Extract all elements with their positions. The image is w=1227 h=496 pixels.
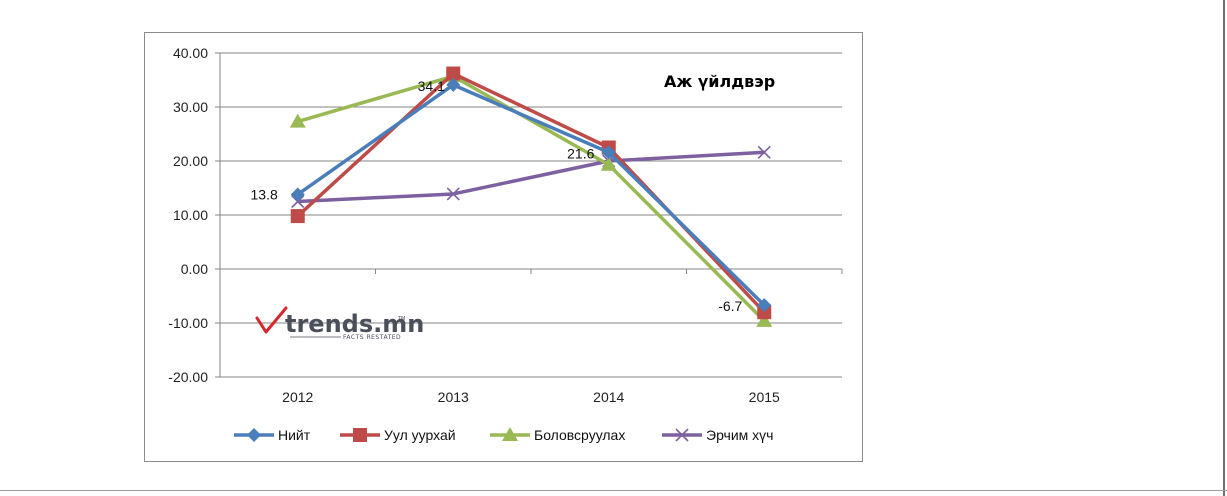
y-tick-label: -20.00	[168, 369, 208, 385]
series-point-stroke	[446, 187, 460, 201]
y-tick-label: 30.00	[173, 99, 208, 115]
trends-logo: trends.mn TM FACTS RESTATED	[255, 306, 424, 341]
y-tick-label: 10.00	[173, 207, 208, 223]
series-layer	[289, 66, 773, 327]
logo-text: trends.mn	[285, 310, 424, 338]
series-point	[757, 145, 771, 159]
logo-tagline: FACTS RESTATED	[343, 334, 401, 341]
series-point	[756, 312, 773, 327]
series-point	[446, 66, 461, 81]
series-point-stroke	[291, 194, 305, 209]
series-line	[296, 83, 766, 307]
series-1	[290, 66, 772, 320]
series-point	[289, 113, 306, 128]
legend-label: Боловсруулах	[534, 427, 625, 443]
series-line	[296, 71, 766, 314]
window-edge	[1223, 0, 1225, 496]
data-label: 13.8	[251, 186, 278, 202]
x-tick-label: 2014	[593, 389, 624, 405]
series-point	[601, 145, 616, 160]
series-point	[291, 194, 305, 209]
y-tick-label: 0.00	[181, 261, 208, 277]
legend-item: Боловсруулах	[490, 427, 625, 443]
series-point	[247, 428, 261, 442]
series-point-stroke	[675, 428, 689, 442]
series-point	[290, 209, 305, 224]
series-point	[353, 428, 367, 442]
legend-item: Эрчим хүч	[662, 427, 773, 443]
bottom-rule	[0, 490, 1227, 491]
series-point	[600, 156, 617, 171]
data-label: 34.1	[418, 78, 445, 94]
series-point	[502, 427, 518, 441]
series-point-stroke	[757, 145, 771, 159]
data-label: 21.6	[567, 145, 594, 161]
series-point	[757, 298, 772, 313]
y-tick-label: 20.00	[173, 153, 208, 169]
series-point	[446, 187, 460, 201]
series-point	[757, 305, 772, 320]
series-line	[297, 150, 765, 204]
data-label: -6.7	[718, 298, 742, 314]
logo-trademark: TM	[397, 316, 405, 322]
axis-layer: 40.00 30.00 20.00 10.00 0.00 -10.00 -20.00 2012…	[168, 45, 843, 405]
check-mark-icon	[255, 306, 288, 334]
x-tick-label: 2012	[282, 389, 313, 405]
y-tick-label: -10.00	[168, 315, 208, 331]
label-layer: 13.8 34.1 21.6 -6.7	[251, 78, 743, 314]
legend-label: Нийт	[278, 427, 311, 443]
x-tick-label: 2013	[438, 389, 469, 405]
x-tick-label: 2015	[749, 389, 780, 405]
legend-label: Эрчим хүч	[706, 427, 773, 443]
y-tick-label: 40.00	[173, 45, 208, 61]
series-point	[290, 187, 305, 202]
series-point	[675, 428, 689, 442]
legend-item: Нийт	[234, 427, 311, 443]
legend: Нийт Уул уурхай Боловсруулах Эрчим хүч	[234, 427, 773, 443]
chart-title: Аж үйлдвэр	[664, 72, 775, 91]
legend-label: Уул уурхай	[384, 427, 456, 443]
series-point	[446, 77, 461, 92]
legend-item: Уул уурхай	[340, 427, 456, 443]
series-0	[290, 77, 772, 313]
